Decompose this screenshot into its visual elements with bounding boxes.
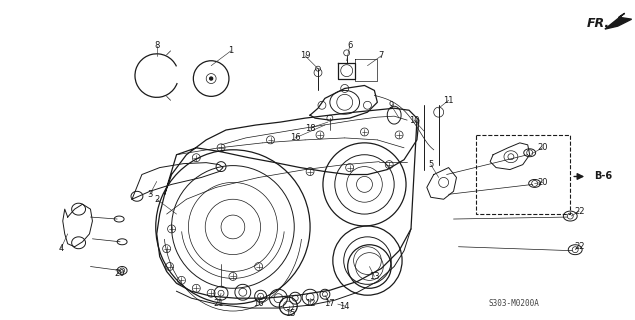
- Text: B-6: B-6: [594, 172, 612, 181]
- Bar: [476, 135, 570, 214]
- Text: 3: 3: [147, 190, 152, 199]
- Text: 14: 14: [340, 301, 350, 311]
- Text: 18: 18: [305, 124, 316, 132]
- Text: 10: 10: [409, 116, 419, 124]
- Text: 1: 1: [229, 46, 234, 55]
- Text: 9: 9: [389, 101, 394, 110]
- Text: FR.: FR.: [587, 17, 610, 30]
- Text: 17: 17: [324, 299, 335, 308]
- Text: 8: 8: [154, 41, 159, 51]
- Text: S303-M0200A: S303-M0200A: [488, 299, 539, 308]
- Text: 2: 2: [154, 195, 159, 204]
- Text: 5: 5: [428, 160, 434, 169]
- Text: 19: 19: [300, 51, 311, 60]
- Text: 22: 22: [574, 242, 584, 251]
- Text: 12: 12: [305, 299, 316, 308]
- Polygon shape: [605, 13, 632, 29]
- Text: 16: 16: [253, 299, 264, 308]
- Text: 20: 20: [537, 143, 548, 152]
- Text: 6: 6: [347, 41, 352, 51]
- Text: 4: 4: [58, 244, 64, 253]
- Text: 11: 11: [443, 96, 454, 105]
- Text: 13: 13: [369, 272, 380, 281]
- Text: 21: 21: [214, 299, 224, 308]
- Text: 15: 15: [285, 308, 295, 317]
- Circle shape: [210, 77, 213, 80]
- Text: 16: 16: [290, 133, 300, 142]
- Text: 22: 22: [574, 207, 584, 216]
- Text: 20: 20: [115, 269, 125, 278]
- Text: 7: 7: [378, 51, 384, 60]
- Text: 20: 20: [537, 178, 548, 187]
